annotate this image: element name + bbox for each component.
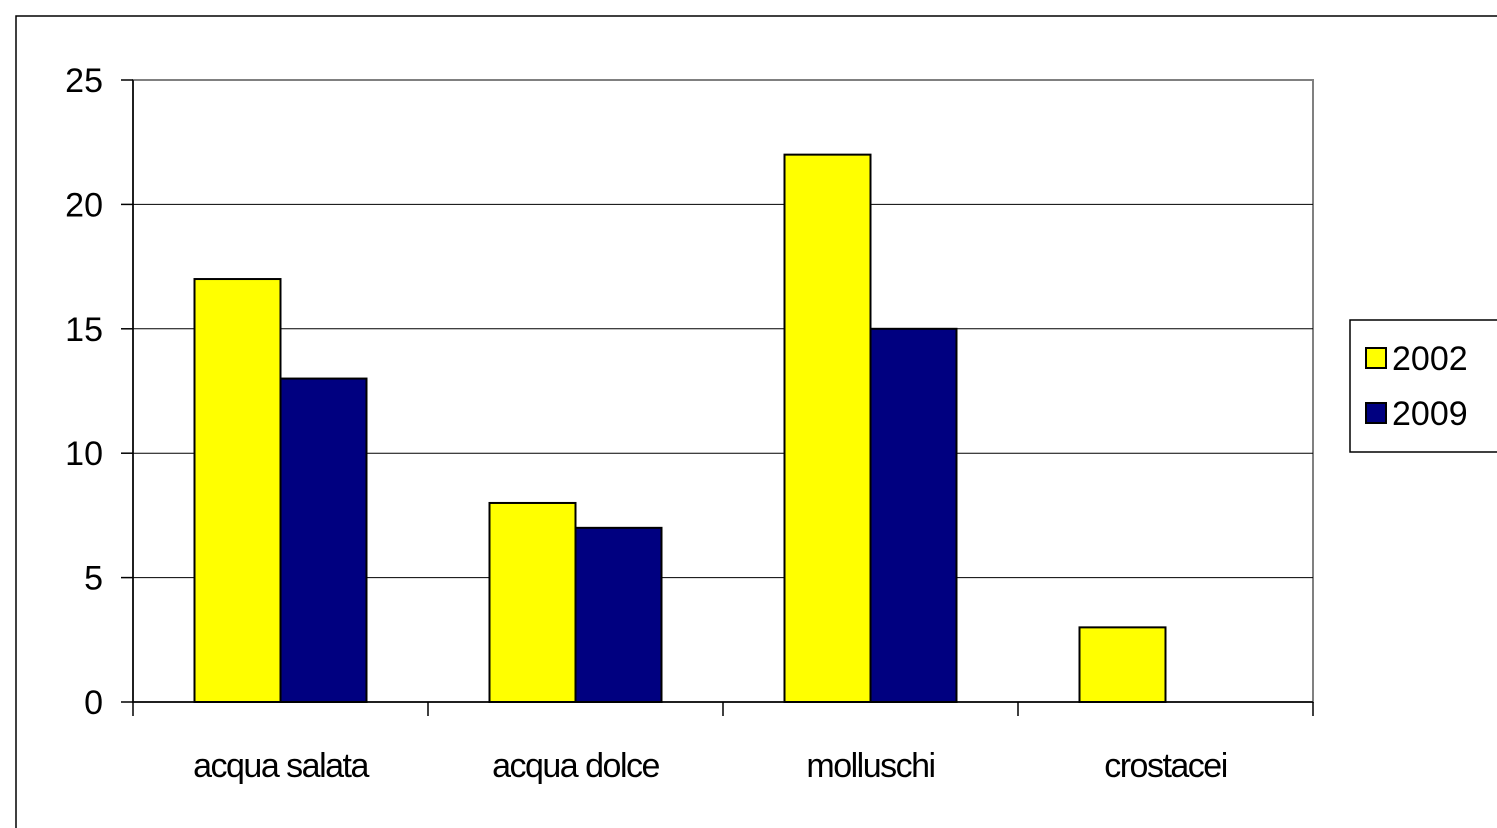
x-category-label: acqua dolce bbox=[492, 747, 659, 785]
y-tick-label: 25 bbox=[65, 62, 103, 100]
bar-2002-1 bbox=[488, 501, 577, 703]
bar-2009-2 bbox=[869, 327, 958, 703]
legend: 2002 2009 bbox=[1349, 319, 1497, 453]
bar-2002-3 bbox=[1078, 626, 1167, 703]
legend-label-2009: 2009 bbox=[1392, 395, 1468, 433]
x-category-label: crostacei bbox=[1104, 747, 1227, 785]
y-tick-label: 0 bbox=[84, 684, 103, 722]
x-category-label: acqua salata bbox=[193, 747, 369, 785]
bar-2009-1 bbox=[574, 526, 663, 704]
y-tick-label: 5 bbox=[84, 560, 103, 598]
legend-label-2002: 2002 bbox=[1392, 340, 1468, 378]
axes: 0 5 10 15 20 25 acqua salata acqua dolce mollusc… bbox=[65, 62, 1314, 785]
bar-2002-0 bbox=[193, 278, 282, 703]
y-tick-label: 15 bbox=[65, 311, 103, 349]
y-tick-label: 20 bbox=[65, 186, 103, 224]
legend-swatch-2002 bbox=[1365, 347, 1387, 369]
bar-2002-2 bbox=[783, 153, 872, 703]
x-category-label: molluschi bbox=[806, 747, 934, 785]
legend-swatch-2009 bbox=[1365, 402, 1387, 424]
bars bbox=[193, 153, 1167, 704]
legend-box bbox=[1349, 319, 1497, 453]
y-tick-label: 10 bbox=[65, 435, 103, 473]
bar-2009-0 bbox=[279, 377, 368, 703]
